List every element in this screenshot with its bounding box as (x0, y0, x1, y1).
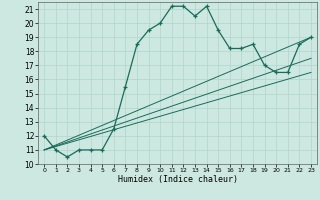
X-axis label: Humidex (Indice chaleur): Humidex (Indice chaleur) (118, 175, 238, 184)
